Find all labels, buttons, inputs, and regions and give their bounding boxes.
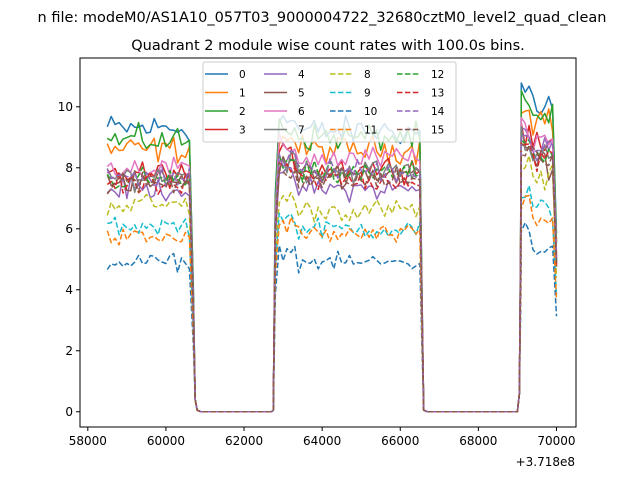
legend-label-9: 9 xyxy=(364,88,371,100)
series-line-10 xyxy=(106,221,558,413)
series-line-3 xyxy=(107,122,558,413)
series-line-5 xyxy=(106,142,558,413)
y-axis: 0 2 4 6 8 10 xyxy=(58,100,80,419)
chart-title-line1: n file: modeM0/AS1A10_057T03_9000004722_… xyxy=(38,10,607,26)
series-line-9 xyxy=(107,184,558,413)
legend-label-13: 13 xyxy=(431,88,444,100)
legend-label-7: 7 xyxy=(298,125,305,137)
x-tick-label: 60000 xyxy=(147,434,185,448)
legend-label-11: 11 xyxy=(364,125,377,137)
x-axis: 58000 60000 62000 64000 66000 68000 70000 xyxy=(69,427,576,448)
legend-label-4: 4 xyxy=(298,69,305,81)
legend-label-14: 14 xyxy=(431,106,445,118)
series-line-12 xyxy=(106,138,558,413)
y-tick-label: 8 xyxy=(65,161,73,175)
y-tick-label: 10 xyxy=(58,100,73,114)
plot-frame xyxy=(79,57,577,428)
legend-label-0: 0 xyxy=(239,69,246,81)
y-tick-label: 4 xyxy=(65,283,73,297)
y-tick-label: 6 xyxy=(65,222,73,236)
series-line-15 xyxy=(106,144,558,413)
x-tick-label: 70000 xyxy=(537,434,575,448)
x-tick-label: 62000 xyxy=(225,434,263,448)
series-line-8 xyxy=(106,154,558,413)
series-line-13 xyxy=(106,142,558,413)
legend-label-6: 6 xyxy=(298,106,305,118)
x-tick-label: 68000 xyxy=(459,434,497,448)
x-tick-label: 58000 xyxy=(69,434,107,448)
legend-label-10: 10 xyxy=(364,106,377,118)
legend-label-15: 15 xyxy=(431,125,444,137)
legend-label-5: 5 xyxy=(298,88,305,100)
x-offset-label: +3.718e8 xyxy=(516,455,575,469)
legend-label-3: 3 xyxy=(239,125,246,137)
plot-lines xyxy=(106,82,558,413)
y-tick-label: 2 xyxy=(65,344,73,358)
series-line-11 xyxy=(106,194,558,413)
x-tick-label: 64000 xyxy=(303,434,341,448)
chart-title: Quadrant 2 module wise count rates with … xyxy=(131,38,525,54)
legend-label-12: 12 xyxy=(431,69,444,81)
legend-label-1: 1 xyxy=(239,88,246,100)
legend-box xyxy=(202,61,457,143)
legend-label-2: 2 xyxy=(239,106,246,118)
legend-label-8: 8 xyxy=(364,69,371,81)
x-tick-label: 66000 xyxy=(381,434,419,448)
y-tick-label: 0 xyxy=(65,405,73,419)
